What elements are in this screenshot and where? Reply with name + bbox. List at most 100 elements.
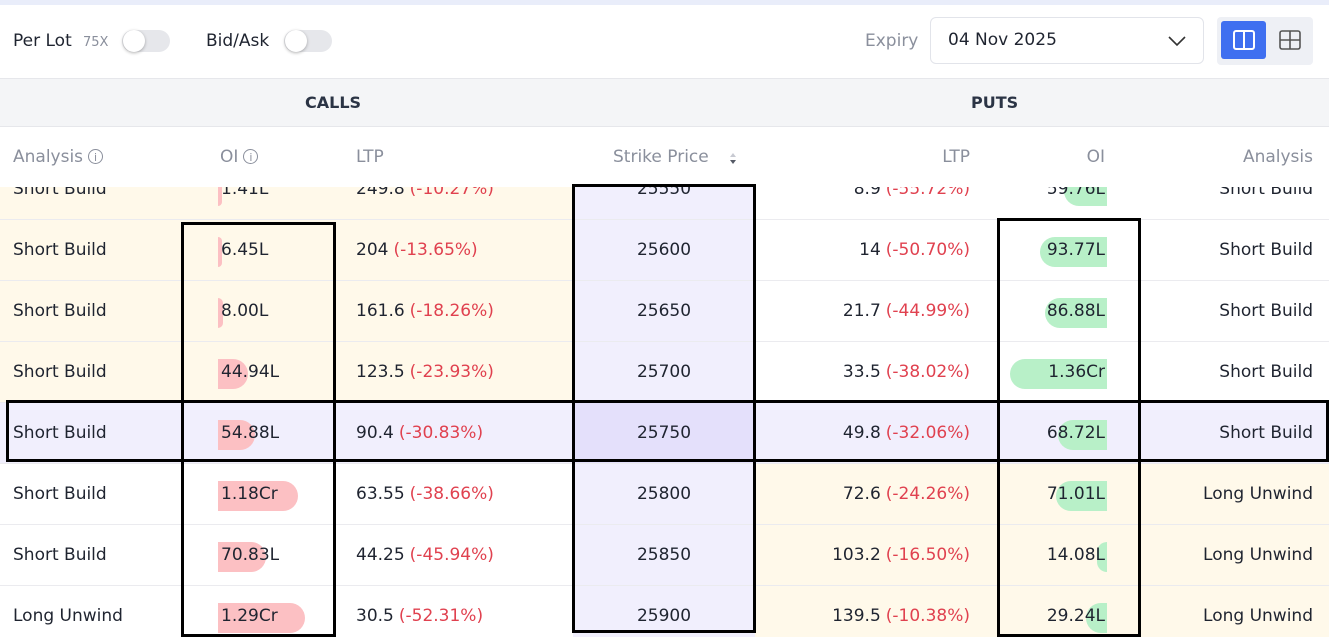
- call-analysis: Short Build: [13, 240, 107, 260]
- call-change: (-45.94%): [409, 545, 494, 565]
- put-oi: 68.72L: [1046, 423, 1105, 443]
- call-oi: 54.88L: [221, 423, 280, 443]
- calls-header: CALLS: [305, 93, 362, 112]
- put-change: (-10.38%): [885, 606, 970, 626]
- put-change: (-32.06%): [885, 423, 970, 443]
- put-oi: 14.08L: [1046, 545, 1105, 565]
- col-label: OI: [1086, 147, 1105, 167]
- per-lot-label: Per Lot: [13, 31, 72, 51]
- expiry-value: 04 Nov 2025: [948, 30, 1057, 50]
- put-oi: 71.01L: [1046, 484, 1105, 504]
- put-analysis: Long Unwind: [1203, 606, 1313, 626]
- call-ltp: 123.5: [356, 362, 405, 382]
- call-oi: 6.45L: [221, 240, 269, 260]
- col-label: LTP: [356, 147, 384, 167]
- view-switch: [1217, 17, 1313, 65]
- puts-header: PUTS: [971, 93, 1019, 112]
- expiry-dropdown[interactable]: 04 Nov 2025: [930, 17, 1204, 64]
- call-oi-bar: [218, 603, 305, 633]
- split-view-button[interactable]: [1221, 21, 1266, 59]
- call-ltp: 63.55: [356, 484, 405, 504]
- info-icon[interactable]: i: [243, 149, 259, 164]
- call-change: (-23.93%): [409, 362, 494, 382]
- put-change: (-24.26%): [885, 484, 970, 504]
- col-label[interactable]: Strike Price: [613, 147, 709, 167]
- call-change: (-30.83%): [398, 423, 484, 443]
- put-oi-bar: [1058, 420, 1107, 450]
- call-oi-bar: [218, 237, 223, 267]
- put-ltp-cell: 14 (-50.70%): [859, 240, 970, 260]
- col-label: LTP: [942, 147, 970, 167]
- put-ltp-cell: 103.2 (-16.50%): [832, 545, 970, 565]
- put-oi-bar: [1064, 187, 1107, 206]
- strike: 25650: [636, 301, 692, 321]
- put-ltp-cell: 8.9 (-55.72%): [854, 187, 970, 199]
- put-ltp: 33.5: [842, 362, 881, 382]
- call-oi-bar: [218, 420, 255, 450]
- put-ltp-cell: 49.8 (-32.06%): [843, 423, 970, 443]
- itm-bg: [755, 525, 1329, 585]
- table-row: Short Build 54.88L 90.4 (-30.83%) 25750 49.8(…: [0, 403, 1329, 464]
- call-oi-bar: [218, 298, 224, 328]
- put-ltp: 139.5: [832, 606, 881, 626]
- table-row: Short Build 8.00L 161.6 (-18.26%) 25650 21.7(…: [0, 281, 1329, 342]
- per-lot-toggle[interactable]: [122, 30, 170, 52]
- sort-icon[interactable]: [728, 152, 738, 166]
- grid-icon: [1279, 30, 1301, 50]
- put-ltp: 14: [859, 240, 881, 260]
- col-label: OI: [220, 147, 239, 167]
- strike: 25600: [636, 240, 692, 260]
- put-change: (-50.70%): [885, 240, 970, 260]
- put-oi: 86.88L: [1046, 301, 1105, 321]
- call-analysis: Long Unwind: [13, 606, 123, 626]
- atm-strike-bg: [573, 403, 755, 463]
- info-icon[interactable]: i: [88, 149, 104, 164]
- bid-ask-toggle[interactable]: [284, 30, 332, 52]
- put-oi-bar: [1096, 542, 1107, 572]
- put-change: (-16.50%): [885, 545, 970, 565]
- call-ltp-cell: 123.5 (-23.93%): [356, 362, 494, 382]
- column-header: Analysis i OI i LTP Strike Price LTP OI An…: [0, 127, 1329, 187]
- call-ltp-cell: 161.6 (-18.26%): [356, 301, 494, 321]
- call-oi-bar: [218, 359, 249, 389]
- call-oi: 1.29Cr: [221, 606, 278, 626]
- put-oi: 59.76L: [1046, 187, 1105, 199]
- grid-view-button[interactable]: [1268, 21, 1310, 59]
- put-ltp-cell: 72.6 (-24.26%): [843, 484, 970, 504]
- table-row: Short Build 6.45L 204 (-13.65%) 25600 14 (-50.…: [0, 220, 1329, 281]
- put-oi-bar: [1045, 298, 1107, 328]
- top-strip: [0, 0, 1329, 5]
- itm-bg: [755, 464, 1329, 524]
- call-ltp-cell: 44.25 (-45.94%): [356, 545, 494, 565]
- strike: 25850: [636, 545, 692, 565]
- put-analysis: Short Build: [1219, 187, 1313, 199]
- itm-bg: [0, 187, 573, 219]
- col-label: Analysis: [13, 147, 84, 167]
- group-header: CALLS PUTS: [0, 78, 1329, 127]
- table-row: Long Unwind 1.29Cr 30.5 (-52.31%) 25900 139.5…: [0, 586, 1329, 637]
- put-ltp-cell: 33.5 (-38.02%): [843, 362, 970, 382]
- call-ltp-cell: 30.5 (-52.31%): [356, 606, 483, 626]
- call-oi-bar: [218, 481, 298, 511]
- call-analysis: Short Build: [13, 484, 107, 504]
- put-change: (-44.99%): [885, 301, 970, 321]
- put-analysis: Long Unwind: [1203, 545, 1313, 565]
- put-oi-bar: [1010, 359, 1107, 389]
- put-oi-bar: [1040, 237, 1107, 267]
- col-header: Analysis i: [13, 147, 104, 167]
- put-change: (-38.02%): [885, 362, 970, 382]
- put-ltp-cell: 21.7 (-44.99%): [843, 301, 970, 321]
- lot-size: 75X: [83, 35, 109, 50]
- call-ltp-cell: 90.4 (-30.83%): [356, 423, 483, 443]
- put-ltp: 49.8: [842, 423, 881, 443]
- call-ltp: 161.6: [356, 301, 405, 321]
- call-ltp: 90.4: [356, 423, 394, 443]
- put-oi: 93.77L: [1046, 240, 1105, 260]
- strike: 25900: [636, 606, 692, 626]
- call-ltp-cell: 63.55 (-38.66%): [356, 484, 494, 504]
- table-row: Short Build 70.83L 44.25 (-45.94%) 25850 103.…: [0, 525, 1329, 586]
- put-oi: 1.36Cr: [1048, 362, 1105, 382]
- call-ltp-cell: 249.8 (-10.27%): [356, 187, 494, 199]
- itm-bg: [755, 586, 1329, 637]
- call-analysis: Short Build: [13, 362, 107, 382]
